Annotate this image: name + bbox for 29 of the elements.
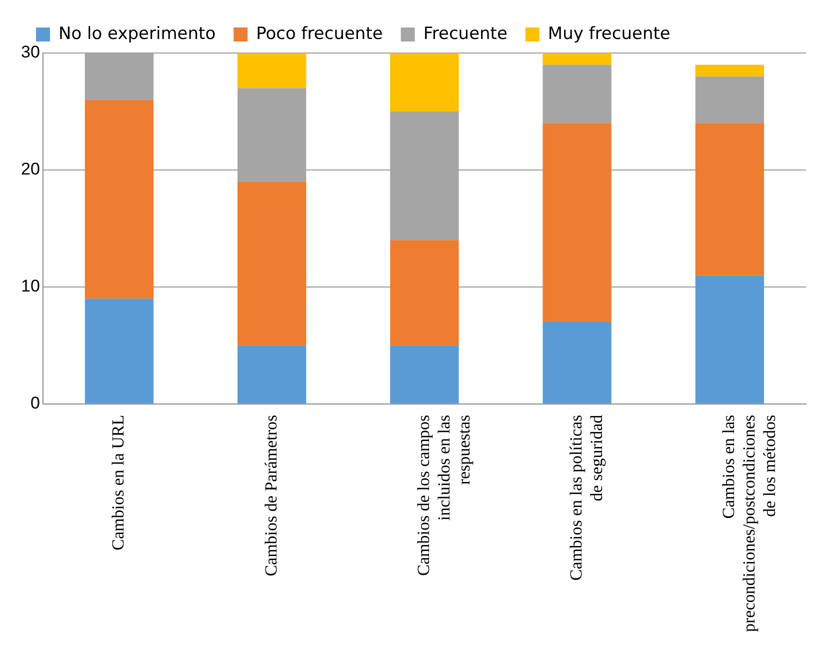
bar (390, 240, 459, 346)
bar (238, 345, 306, 404)
bar (238, 53, 306, 88)
bar (695, 275, 764, 404)
bar (84, 298, 154, 404)
y-tick-label: 0 (30, 394, 40, 413)
x-tick-label: Cambios de los campos incluidos en las respuestas (414, 414, 474, 576)
legend-label: Poco frecuente (256, 24, 383, 44)
bar (542, 322, 612, 404)
y-tick-label: 10 (20, 276, 40, 296)
x-tick-label: Cambios en la URL (108, 414, 128, 550)
x-tick-label: Cambios de Parámetros (261, 414, 280, 576)
legend-label: No lo experimento (58, 24, 216, 44)
x-tick-label: Cambios en las precondiciones/postcondiciones de los métodos (719, 414, 779, 632)
bar (542, 53, 612, 65)
y-tick-label: 30 (20, 42, 40, 62)
bar (695, 123, 764, 276)
bar (695, 76, 764, 124)
bar (390, 345, 459, 404)
y-tick-label: 20 (20, 160, 40, 179)
legend-label: Frecuente (423, 24, 508, 44)
bar (695, 64, 764, 76)
bar (84, 100, 154, 299)
legend-label: Muy frecuente (548, 24, 670, 44)
bar (238, 182, 306, 346)
bar (542, 123, 612, 322)
bar (542, 64, 612, 124)
x-tick-label: Cambios en las políticas de seguridad (566, 414, 606, 581)
bar (390, 53, 459, 112)
